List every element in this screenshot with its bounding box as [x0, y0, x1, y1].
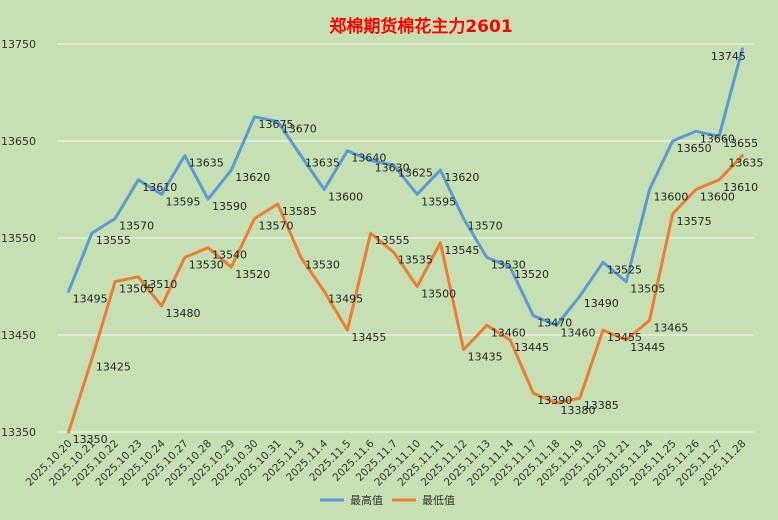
legend-label: 最低值: [422, 494, 455, 507]
data-label: 13495: [73, 292, 108, 305]
y-tick-label: 13350: [1, 426, 36, 439]
data-label: 13535: [398, 254, 433, 267]
data-label: 13530: [491, 258, 526, 271]
data-label: 13600: [653, 191, 688, 204]
y-tick-label: 13450: [1, 329, 36, 342]
data-label: 13620: [444, 171, 479, 184]
data-label: 13465: [653, 321, 688, 334]
data-label: 13575: [677, 215, 712, 228]
data-label: 13455: [607, 331, 642, 344]
data-label: 13590: [212, 200, 247, 213]
data-label: 13460: [561, 326, 596, 339]
data-label: 13520: [235, 268, 270, 281]
y-axis-ticks: 13350 13450 13550 13650 13750: [1, 38, 36, 439]
data-label: 13595: [166, 195, 201, 208]
data-label: 13435: [468, 351, 503, 364]
data-label: 13445: [630, 341, 665, 354]
data-label: 13460: [491, 326, 526, 339]
data-label: 13540: [212, 249, 247, 262]
data-label: 13385: [584, 399, 619, 412]
legend-label: 最高值: [350, 493, 383, 507]
data-label: 13650: [677, 142, 712, 155]
data-label: 13630: [375, 161, 410, 174]
legend: 最高值 最低值: [320, 493, 455, 507]
data-labels: 1349513555135701361013595136351359013620…: [73, 50, 764, 446]
series-line-1: [67, 47, 744, 327]
data-label: 13500: [421, 288, 456, 301]
data-label: 13505: [630, 283, 665, 296]
data-label: 13480: [166, 307, 201, 320]
data-label: 13585: [282, 205, 317, 218]
data-label: 13655: [723, 137, 758, 150]
data-label: 13570: [119, 220, 154, 233]
y-tick-label: 13550: [1, 232, 36, 245]
data-label: 13390: [537, 394, 572, 407]
data-label: 13380: [561, 404, 596, 417]
data-label: 13675: [258, 118, 293, 131]
data-label: 13620: [235, 171, 270, 184]
data-label: 13670: [282, 123, 317, 136]
gridlines: [57, 43, 754, 433]
series-lines: [67, 47, 744, 434]
data-label: 13635: [728, 157, 763, 170]
data-label: 13470: [537, 317, 572, 330]
data-label: 13570: [468, 220, 503, 233]
data-label: 13600: [700, 191, 735, 204]
data-label: 13595: [421, 195, 456, 208]
data-label: 13510: [142, 278, 177, 291]
data-label: 13530: [305, 258, 340, 271]
data-label: 13745: [711, 50, 746, 63]
data-label: 13635: [189, 157, 224, 170]
chart-title: 郑棉期货棉花主力2601: [329, 16, 512, 37]
y-tick-label: 13650: [1, 135, 36, 148]
data-label: 13635: [305, 157, 340, 170]
data-label: 13520: [514, 268, 549, 281]
data-label: 13570: [258, 220, 293, 233]
data-label: 13530: [189, 258, 224, 271]
data-label: 13495: [328, 292, 363, 305]
data-label: 13555: [375, 234, 410, 247]
data-label: 13455: [351, 331, 386, 344]
data-label: 13600: [328, 191, 363, 204]
data-label: 13610: [723, 181, 758, 194]
data-label: 13425: [96, 360, 131, 373]
data-label: 13625: [398, 166, 433, 179]
data-label: 13350: [73, 433, 108, 446]
data-label: 13505: [119, 283, 154, 296]
series-line-2: [67, 154, 744, 434]
data-label: 13610: [142, 181, 177, 194]
data-label: 13525: [607, 263, 642, 276]
data-label: 13555: [96, 234, 131, 247]
data-label: 13490: [584, 297, 619, 310]
y-tick-label: 13750: [1, 38, 36, 51]
data-label: 13545: [444, 244, 479, 257]
data-label: 13660: [700, 132, 735, 145]
data-label: 13445: [514, 341, 549, 354]
data-label: 13640: [351, 152, 386, 165]
x-axis-ticks: 2025.10.202025.10.212025.10.222025.10.23…: [24, 437, 749, 488]
